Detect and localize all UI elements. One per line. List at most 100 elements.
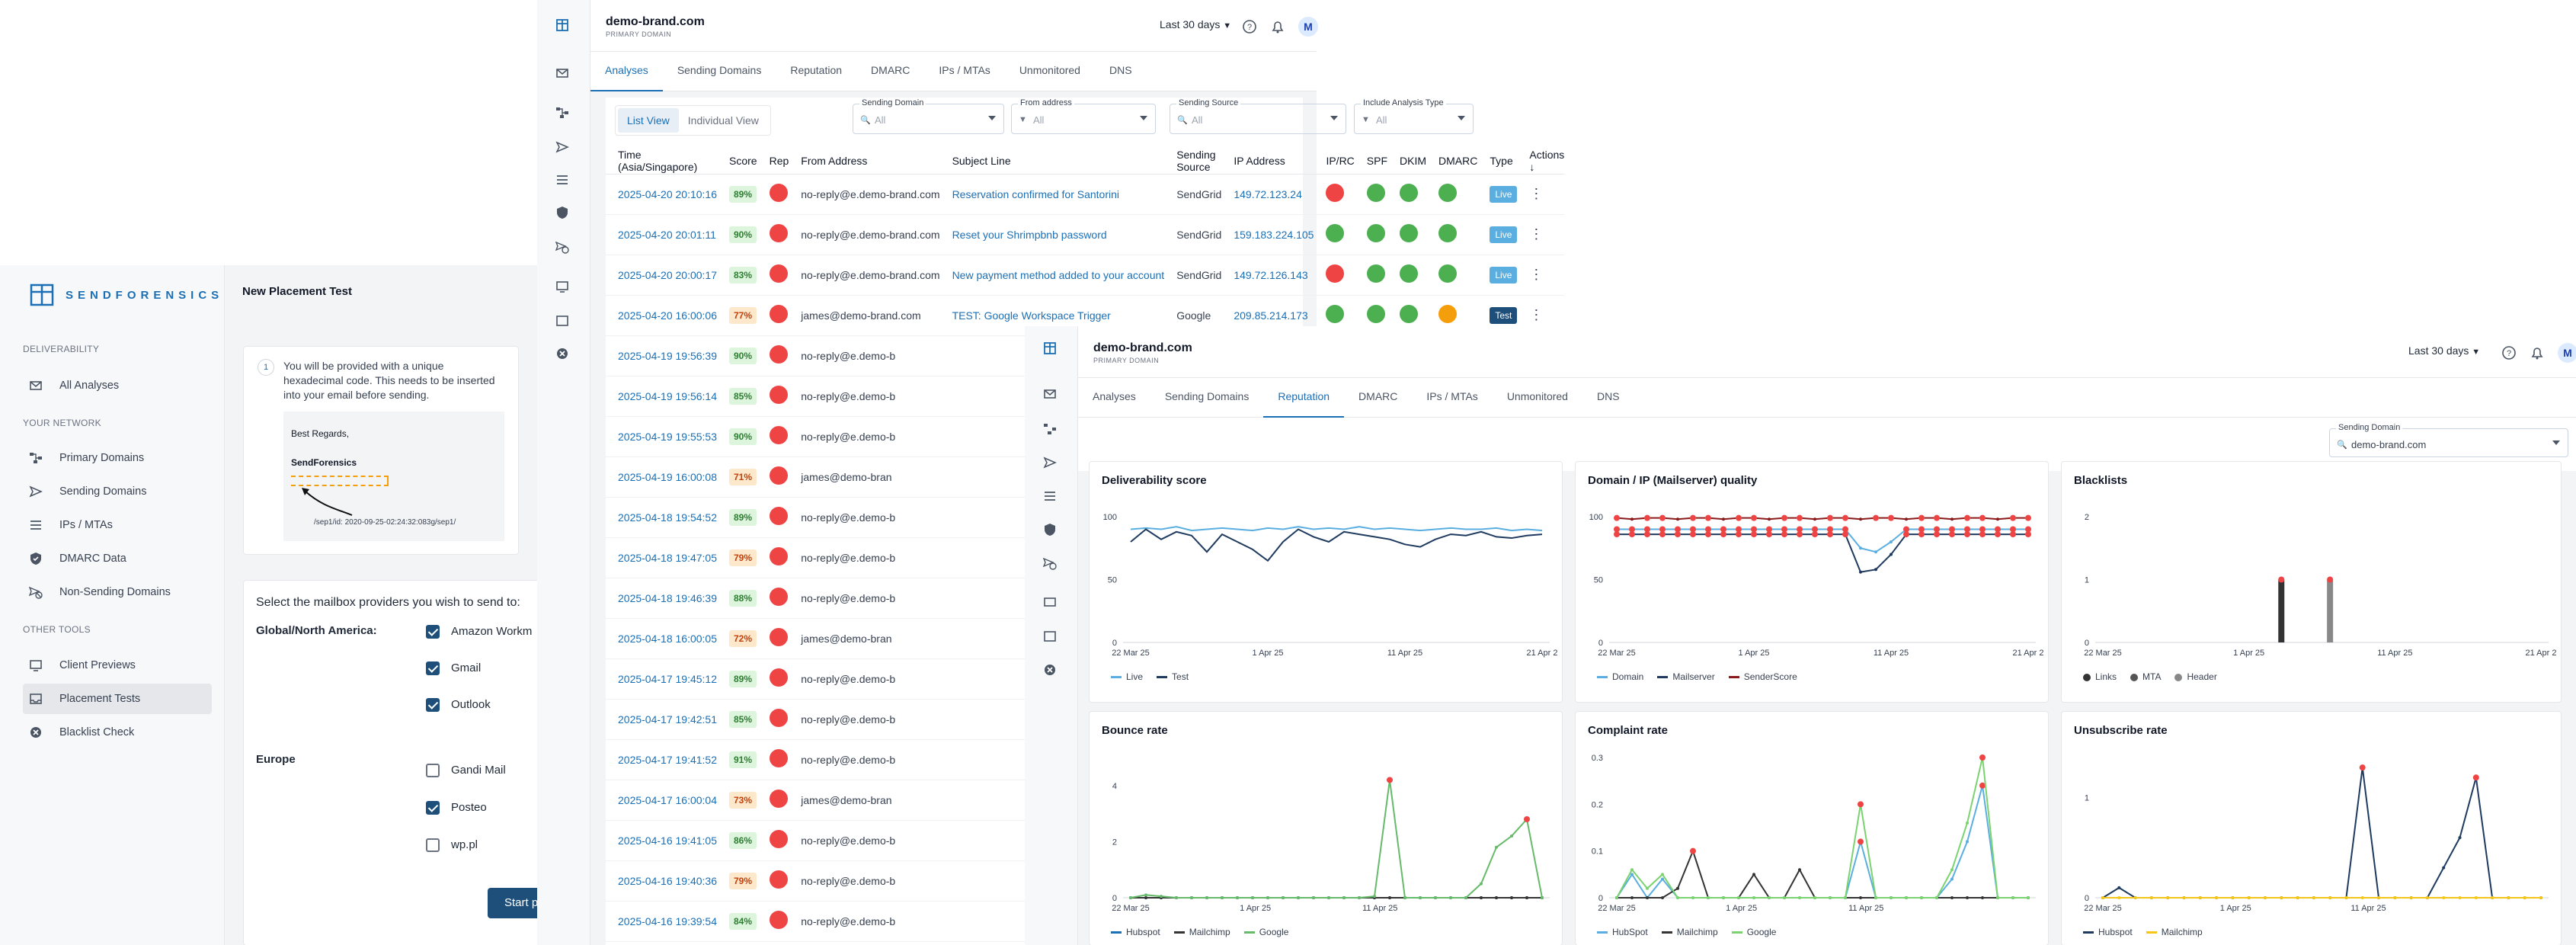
time-link[interactable]: 2025-04-17 19:45:12 bbox=[618, 672, 717, 685]
more-actions-icon[interactable]: ⋮ bbox=[1529, 226, 1544, 242]
nav-primary-domains[interactable]: Primary Domains bbox=[23, 443, 212, 473]
no-send-icon[interactable] bbox=[1042, 555, 1058, 572]
tab-reputation[interactable]: Reputation bbox=[1263, 378, 1345, 418]
time-link[interactable]: 2025-04-20 20:10:16 bbox=[618, 187, 717, 200]
time-link[interactable]: 2025-04-16 19:39:54 bbox=[618, 915, 717, 927]
date-range-select[interactable]: Last 30 days ▼ bbox=[1160, 18, 1232, 30]
time-link[interactable]: 2025-04-19 19:55:53 bbox=[618, 430, 717, 443]
tab-unmonitored[interactable]: Unmonitored bbox=[1506, 390, 1568, 402]
legend-item[interactable]: Google bbox=[1243, 927, 1288, 937]
tab-reputation[interactable]: Reputation bbox=[790, 64, 843, 76]
tab-dmarc[interactable]: DMARC bbox=[1358, 390, 1398, 402]
legend-item[interactable]: Header bbox=[2174, 671, 2217, 682]
nav-sending-domains[interactable]: Sending Domains bbox=[23, 476, 212, 507]
shield-icon[interactable] bbox=[554, 204, 571, 221]
legend-item[interactable]: SenderScore bbox=[1728, 671, 1797, 682]
column-header[interactable]: Actions ↓ bbox=[1517, 148, 1565, 175]
tab-dns[interactable]: DNS bbox=[1596, 390, 1620, 402]
avatar[interactable]: M bbox=[2558, 343, 2576, 363]
nav-blacklist-check[interactable]: Blacklist Check bbox=[23, 717, 212, 748]
legend-item[interactable]: Mailchimp bbox=[2146, 927, 2203, 937]
legend-item[interactable]: Mailserver bbox=[1657, 671, 1715, 682]
network-icon[interactable] bbox=[1042, 421, 1058, 437]
list-icon[interactable] bbox=[1042, 488, 1058, 505]
nav-non-sending-domains[interactable]: Non-Sending Domains bbox=[23, 577, 212, 607]
list-icon[interactable] bbox=[554, 171, 571, 188]
tab-dns[interactable]: DNS bbox=[1109, 64, 1132, 76]
nav-all-analyses[interactable]: All Analyses bbox=[23, 370, 212, 401]
more-actions-icon[interactable]: ⋮ bbox=[1529, 186, 1544, 201]
tab-sending-domains[interactable]: Sending Domains bbox=[677, 64, 762, 76]
nav-ips-mtas[interactable]: IPs / MTAs bbox=[23, 510, 212, 540]
subject-link[interactable]: TEST: Google Workspace Trigger bbox=[952, 309, 1111, 322]
checkbox-outlook[interactable] bbox=[426, 698, 440, 712]
time-link[interactable]: 2025-04-20 16:00:06 bbox=[618, 309, 717, 322]
monitor-icon[interactable] bbox=[554, 278, 571, 295]
legend-item[interactable]: Links bbox=[2083, 671, 2117, 682]
tab-unmonitored[interactable]: Unmonitored bbox=[1019, 64, 1080, 76]
tab-ips-mtas[interactable]: IPs / MTAs bbox=[939, 64, 990, 76]
inbox-icon[interactable] bbox=[554, 312, 571, 329]
time-link[interactable]: 2025-04-18 19:54:52 bbox=[618, 511, 717, 524]
blocked-icon[interactable] bbox=[1042, 662, 1058, 678]
tab-ips-mtas[interactable]: IPs / MTAs bbox=[1426, 390, 1478, 402]
logo-icon[interactable] bbox=[554, 17, 571, 34]
checkbox-gandi[interactable] bbox=[426, 764, 440, 777]
individual-view-button[interactable]: Individual View bbox=[687, 114, 759, 127]
checkbox-posteo[interactable] bbox=[426, 801, 440, 815]
bell-icon[interactable] bbox=[1271, 19, 1285, 34]
tab-dmarc[interactable]: DMARC bbox=[871, 64, 910, 76]
time-link[interactable]: 2025-04-19 19:56:14 bbox=[618, 389, 717, 402]
time-link[interactable]: 2025-04-16 19:41:05 bbox=[618, 834, 717, 847]
legend-item[interactable]: Live bbox=[1111, 671, 1143, 682]
filter-sending-domain[interactable]: Sending Domain 🔍 All bbox=[853, 98, 1004, 134]
time-link[interactable]: 2025-04-17 19:42:51 bbox=[618, 713, 717, 726]
legend-item[interactable]: Domain bbox=[1597, 671, 1643, 682]
date-range-select[interactable]: Last 30 days ▼ bbox=[2408, 344, 2481, 357]
legend-item[interactable]: Google bbox=[1731, 927, 1776, 937]
more-actions-icon[interactable]: ⋮ bbox=[1529, 267, 1544, 282]
filter-sending-source[interactable]: Sending Source 🔍 All bbox=[1170, 98, 1346, 134]
time-link[interactable]: 2025-04-18 19:47:05 bbox=[618, 551, 717, 564]
avatar[interactable]: M bbox=[1298, 17, 1318, 37]
blocked-icon[interactable] bbox=[554, 345, 571, 362]
table-row[interactable]: 2025-04-20 20:00:17 83% no-reply@e.demo-br… bbox=[606, 255, 1565, 296]
table-row[interactable]: 2025-04-20 20:10:16 89% no-reply@e.demo-br… bbox=[606, 174, 1565, 215]
subject-link[interactable]: New payment method added to your account bbox=[952, 268, 1165, 281]
time-link[interactable]: 2025-04-20 20:01:11 bbox=[618, 228, 716, 241]
legend-item[interactable]: Mailchimp bbox=[1173, 927, 1230, 937]
help-icon[interactable]: ? bbox=[2501, 345, 2517, 360]
bell-icon[interactable] bbox=[2530, 345, 2544, 360]
checkbox-amazon[interactable] bbox=[426, 625, 440, 639]
send-icon[interactable] bbox=[1042, 454, 1058, 471]
envelope-icon[interactable] bbox=[1042, 386, 1058, 402]
ip-link[interactable]: 209.85.214.173 bbox=[1234, 309, 1308, 322]
filter-include-analysis-type[interactable]: Include Analysis Type ▼ All bbox=[1354, 98, 1474, 134]
ip-link[interactable]: 149.72.123.24 bbox=[1234, 187, 1302, 200]
nav-placement-tests[interactable]: Placement Tests bbox=[23, 684, 212, 714]
tab-analyses[interactable]: Analyses bbox=[590, 52, 663, 91]
logo-icon[interactable] bbox=[1042, 340, 1058, 357]
sending-domain-select[interactable]: Sending Domain 🔍 demo-brand.com bbox=[2329, 423, 2568, 457]
time-link[interactable]: 2025-04-17 16:00:04 bbox=[618, 793, 717, 806]
legend-item[interactable]: HubSpot bbox=[1597, 927, 1648, 937]
monitor-icon[interactable] bbox=[1042, 594, 1058, 611]
shield-icon[interactable] bbox=[1042, 521, 1058, 538]
ip-link[interactable]: 159.183.224.105 bbox=[1234, 228, 1314, 241]
time-link[interactable]: 2025-04-20 20:00:17 bbox=[618, 268, 717, 281]
tab-analyses[interactable]: Analyses bbox=[1093, 390, 1136, 402]
legend-item[interactable]: Hubspot bbox=[1111, 927, 1160, 937]
subject-link[interactable]: Reservation confirmed for Santorini bbox=[952, 187, 1119, 200]
tab-sending-domains[interactable]: Sending Domains bbox=[1164, 390, 1250, 402]
legend-item[interactable]: Mailchimp bbox=[1661, 927, 1718, 937]
time-link[interactable]: 2025-04-19 16:00:08 bbox=[618, 470, 717, 483]
send-icon[interactable] bbox=[554, 139, 571, 155]
checkbox-gmail[interactable] bbox=[426, 662, 440, 675]
legend-item[interactable]: Test bbox=[1157, 671, 1189, 682]
network-icon[interactable] bbox=[554, 104, 571, 121]
ip-link[interactable]: 149.72.126.143 bbox=[1234, 268, 1308, 281]
table-row[interactable]: 2025-04-20 20:01:11 90% no-reply@e.demo-br… bbox=[606, 214, 1565, 255]
no-send-icon[interactable] bbox=[554, 239, 571, 255]
legend-item[interactable]: Hubspot bbox=[2083, 927, 2133, 937]
time-link[interactable]: 2025-04-18 19:46:39 bbox=[618, 591, 717, 604]
